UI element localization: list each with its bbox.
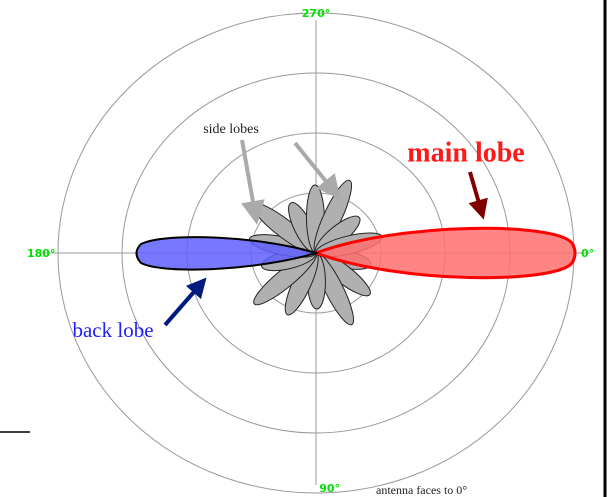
angle-label: 180° [27, 247, 55, 260]
angle-label: 270° [302, 7, 330, 20]
arrow [240, 139, 265, 225]
arrow [293, 141, 341, 200]
angle-label: 0° [581, 247, 594, 260]
label: back lobe [72, 318, 153, 342]
main-lobe [311, 226, 577, 280]
label: main lobe [407, 137, 524, 168]
caption: antenna faces to 0° [376, 483, 467, 497]
angle-label: 90° [319, 482, 340, 495]
arrow [163, 277, 207, 327]
label: side lobes [203, 122, 259, 137]
arrow [468, 171, 488, 220]
back-lobe [135, 236, 320, 271]
